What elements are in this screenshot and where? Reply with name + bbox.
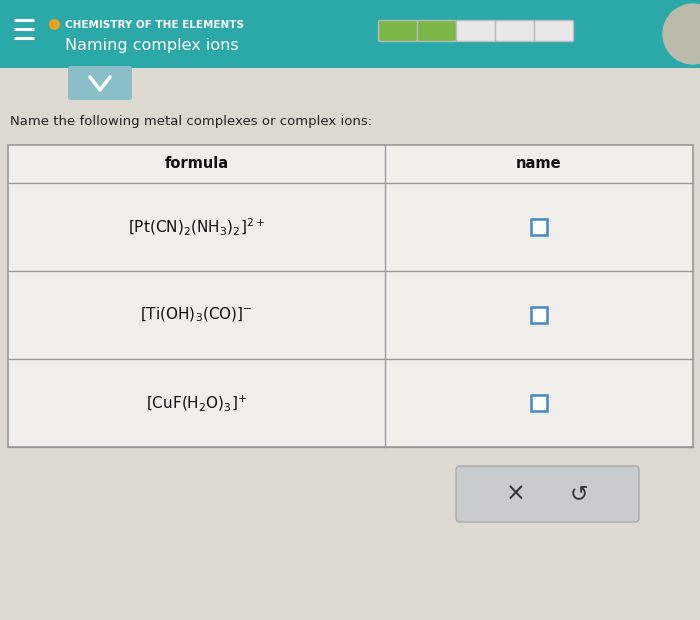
Text: Naming complex ions: Naming complex ions <box>65 38 239 53</box>
Text: $\left[\mathrm{Ti(OH)_3(CO)}\right]^{-}$: $\left[\mathrm{Ti(OH)_3(CO)}\right]^{-}$ <box>140 306 253 324</box>
FancyBboxPatch shape <box>68 66 132 100</box>
Text: name: name <box>516 156 562 172</box>
Bar <box>531 219 547 235</box>
Text: formula: formula <box>164 156 229 172</box>
Text: CHEMISTRY OF THE ELEMENTS: CHEMISTRY OF THE ELEMENTS <box>65 20 244 30</box>
Bar <box>8 145 693 447</box>
Text: Name the following metal complexes or complex ions:: Name the following metal complexes or co… <box>10 115 372 128</box>
FancyBboxPatch shape <box>535 20 573 42</box>
Bar <box>0 0 700 68</box>
Bar <box>531 395 547 411</box>
Text: ↺: ↺ <box>570 484 588 504</box>
FancyBboxPatch shape <box>379 20 417 42</box>
Text: $\left[\mathrm{Pt(CN)_2(NH_3)_2}\right]^{2+}$: $\left[\mathrm{Pt(CN)_2(NH_3)_2}\right]^… <box>128 216 265 237</box>
Bar <box>531 307 547 323</box>
Circle shape <box>663 4 700 64</box>
FancyBboxPatch shape <box>417 20 456 42</box>
Text: ×: × <box>506 482 526 506</box>
FancyBboxPatch shape <box>456 20 496 42</box>
FancyBboxPatch shape <box>496 20 535 42</box>
Text: $\left[\mathrm{CuF(H_2O)_3}\right]^{+}$: $\left[\mathrm{CuF(H_2O)_3}\right]^{+}$ <box>146 393 247 413</box>
FancyBboxPatch shape <box>456 466 639 522</box>
